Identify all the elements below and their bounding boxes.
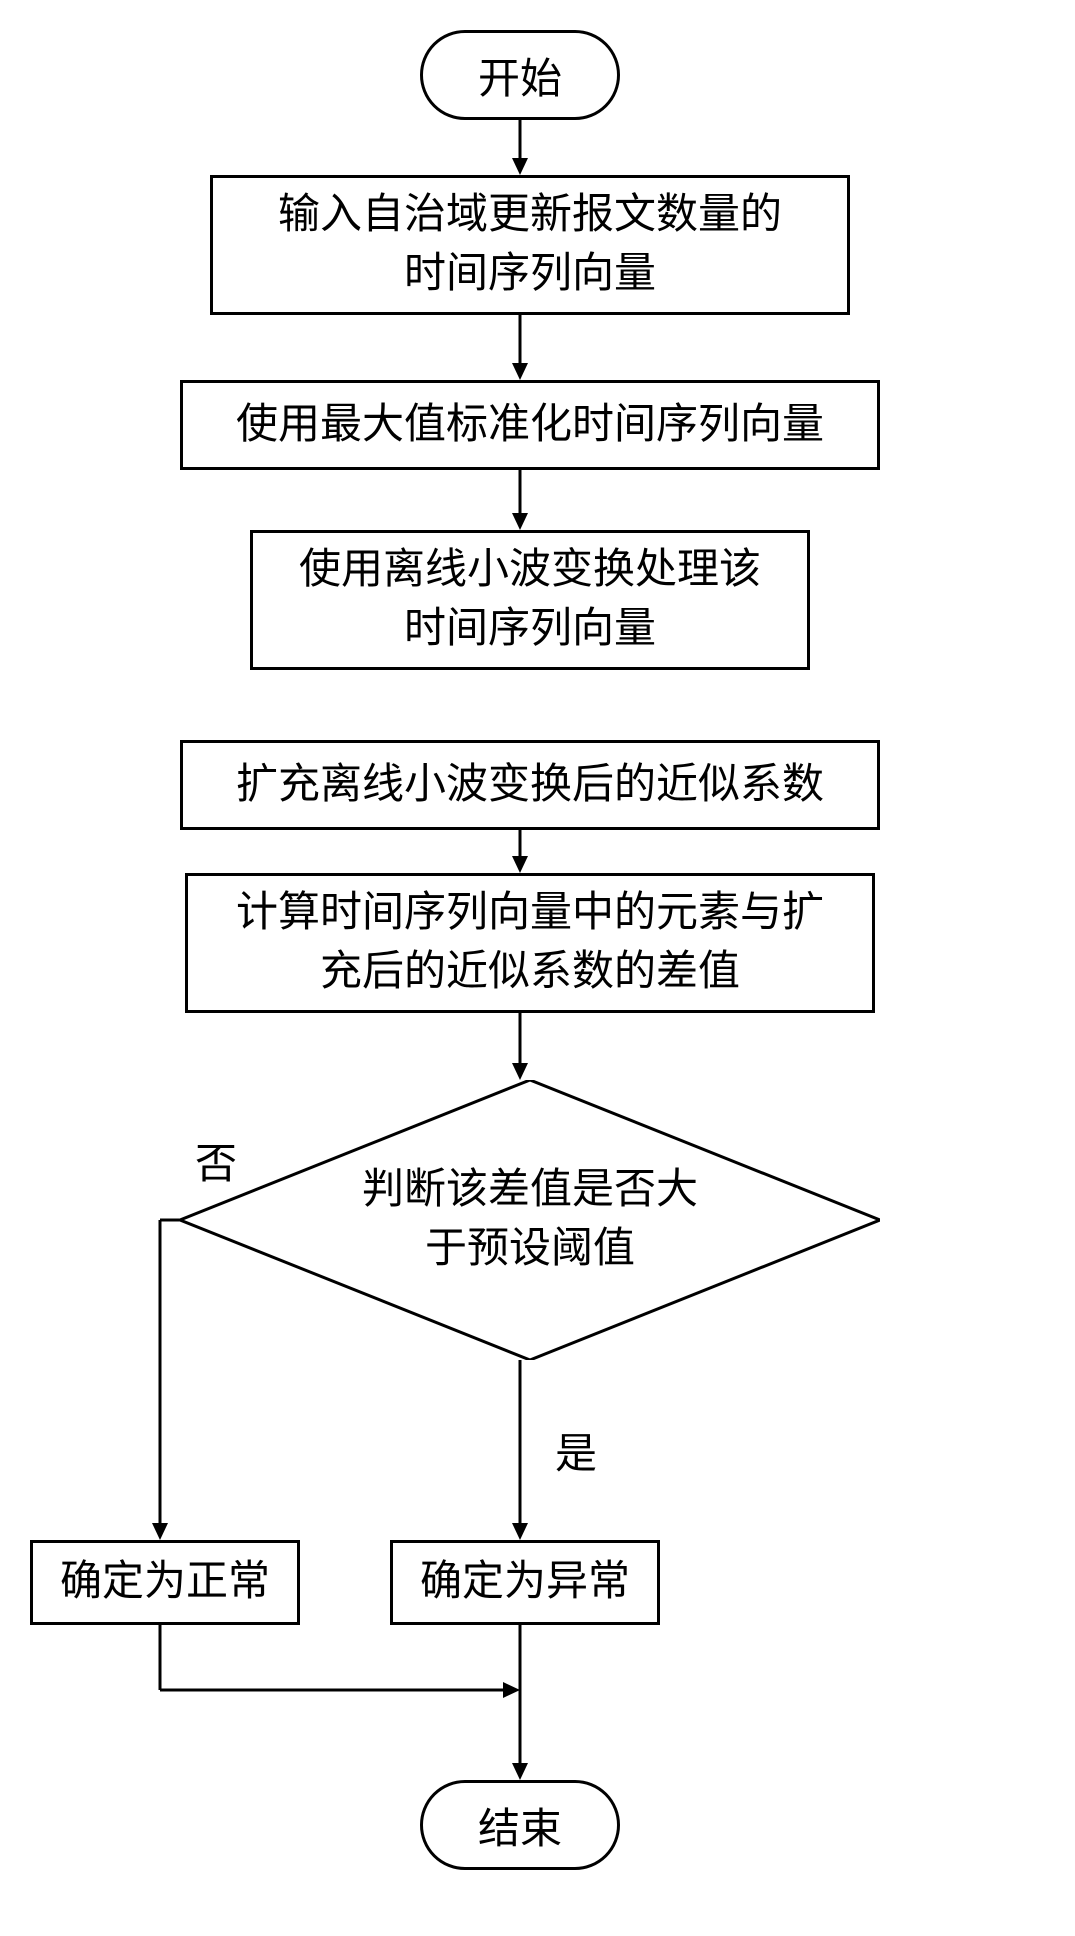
step2-label: 使用最大值标准化时间序列向量 — [236, 396, 824, 455]
step5-node: 计算时间序列向量中的元素与扩 充后的近似系数的差值 — [185, 873, 875, 1013]
step3-node: 使用离线小波变换处理该 时间序列向量 — [250, 530, 810, 670]
end-node: 结束 — [420, 1780, 620, 1870]
abnormal-label: 确定为异常 — [420, 1553, 630, 1612]
step1-node: 输入自治域更新报文数量的 时间序列向量 — [210, 175, 850, 315]
step2-node: 使用最大值标准化时间序列向量 — [180, 380, 880, 470]
arrow-step4-step5 — [510, 830, 530, 873]
start-node: 开始 — [420, 30, 620, 120]
start-label: 开始 — [478, 45, 562, 106]
arrow-abnormal-end — [510, 1625, 530, 1780]
normal-label: 确定为正常 — [60, 1553, 270, 1612]
yes-label: 是 — [555, 1420, 597, 1481]
decision-node: 判断该差值是否大 于预设阈值 — [180, 1080, 880, 1360]
abnormal-node: 确定为异常 — [390, 1540, 660, 1625]
arrow-step5-decision — [510, 1013, 530, 1080]
arrow-decision-normal — [150, 1210, 190, 1540]
end-label: 结束 — [478, 1795, 562, 1856]
arrow-step2-step3 — [510, 470, 530, 530]
no-label: 否 — [195, 1130, 237, 1191]
step5-label: 计算时间序列向量中的元素与扩 充后的近似系数的差值 — [236, 884, 824, 1002]
flowchart-container: 开始 输入自治域更新报文数量的 时间序列向量 使用最大值标准化时间序列向量 使用… — [0, 0, 1075, 1936]
arrow-start-step1 — [510, 120, 530, 175]
step3-label: 使用离线小波变换处理该 时间序列向量 — [299, 541, 761, 659]
step1-label: 输入自治域更新报文数量的 时间序列向量 — [278, 186, 782, 304]
arrow-normal-join — [150, 1625, 540, 1705]
arrow-decision-abnormal — [510, 1360, 530, 1540]
normal-node: 确定为正常 — [30, 1540, 300, 1625]
step4-node: 扩充离线小波变换后的近似系数 — [180, 740, 880, 830]
arrow-step1-step2 — [510, 315, 530, 380]
decision-label: 判断该差值是否大 于预设阈值 — [362, 1161, 698, 1279]
step4-label: 扩充离线小波变换后的近似系数 — [236, 756, 824, 815]
